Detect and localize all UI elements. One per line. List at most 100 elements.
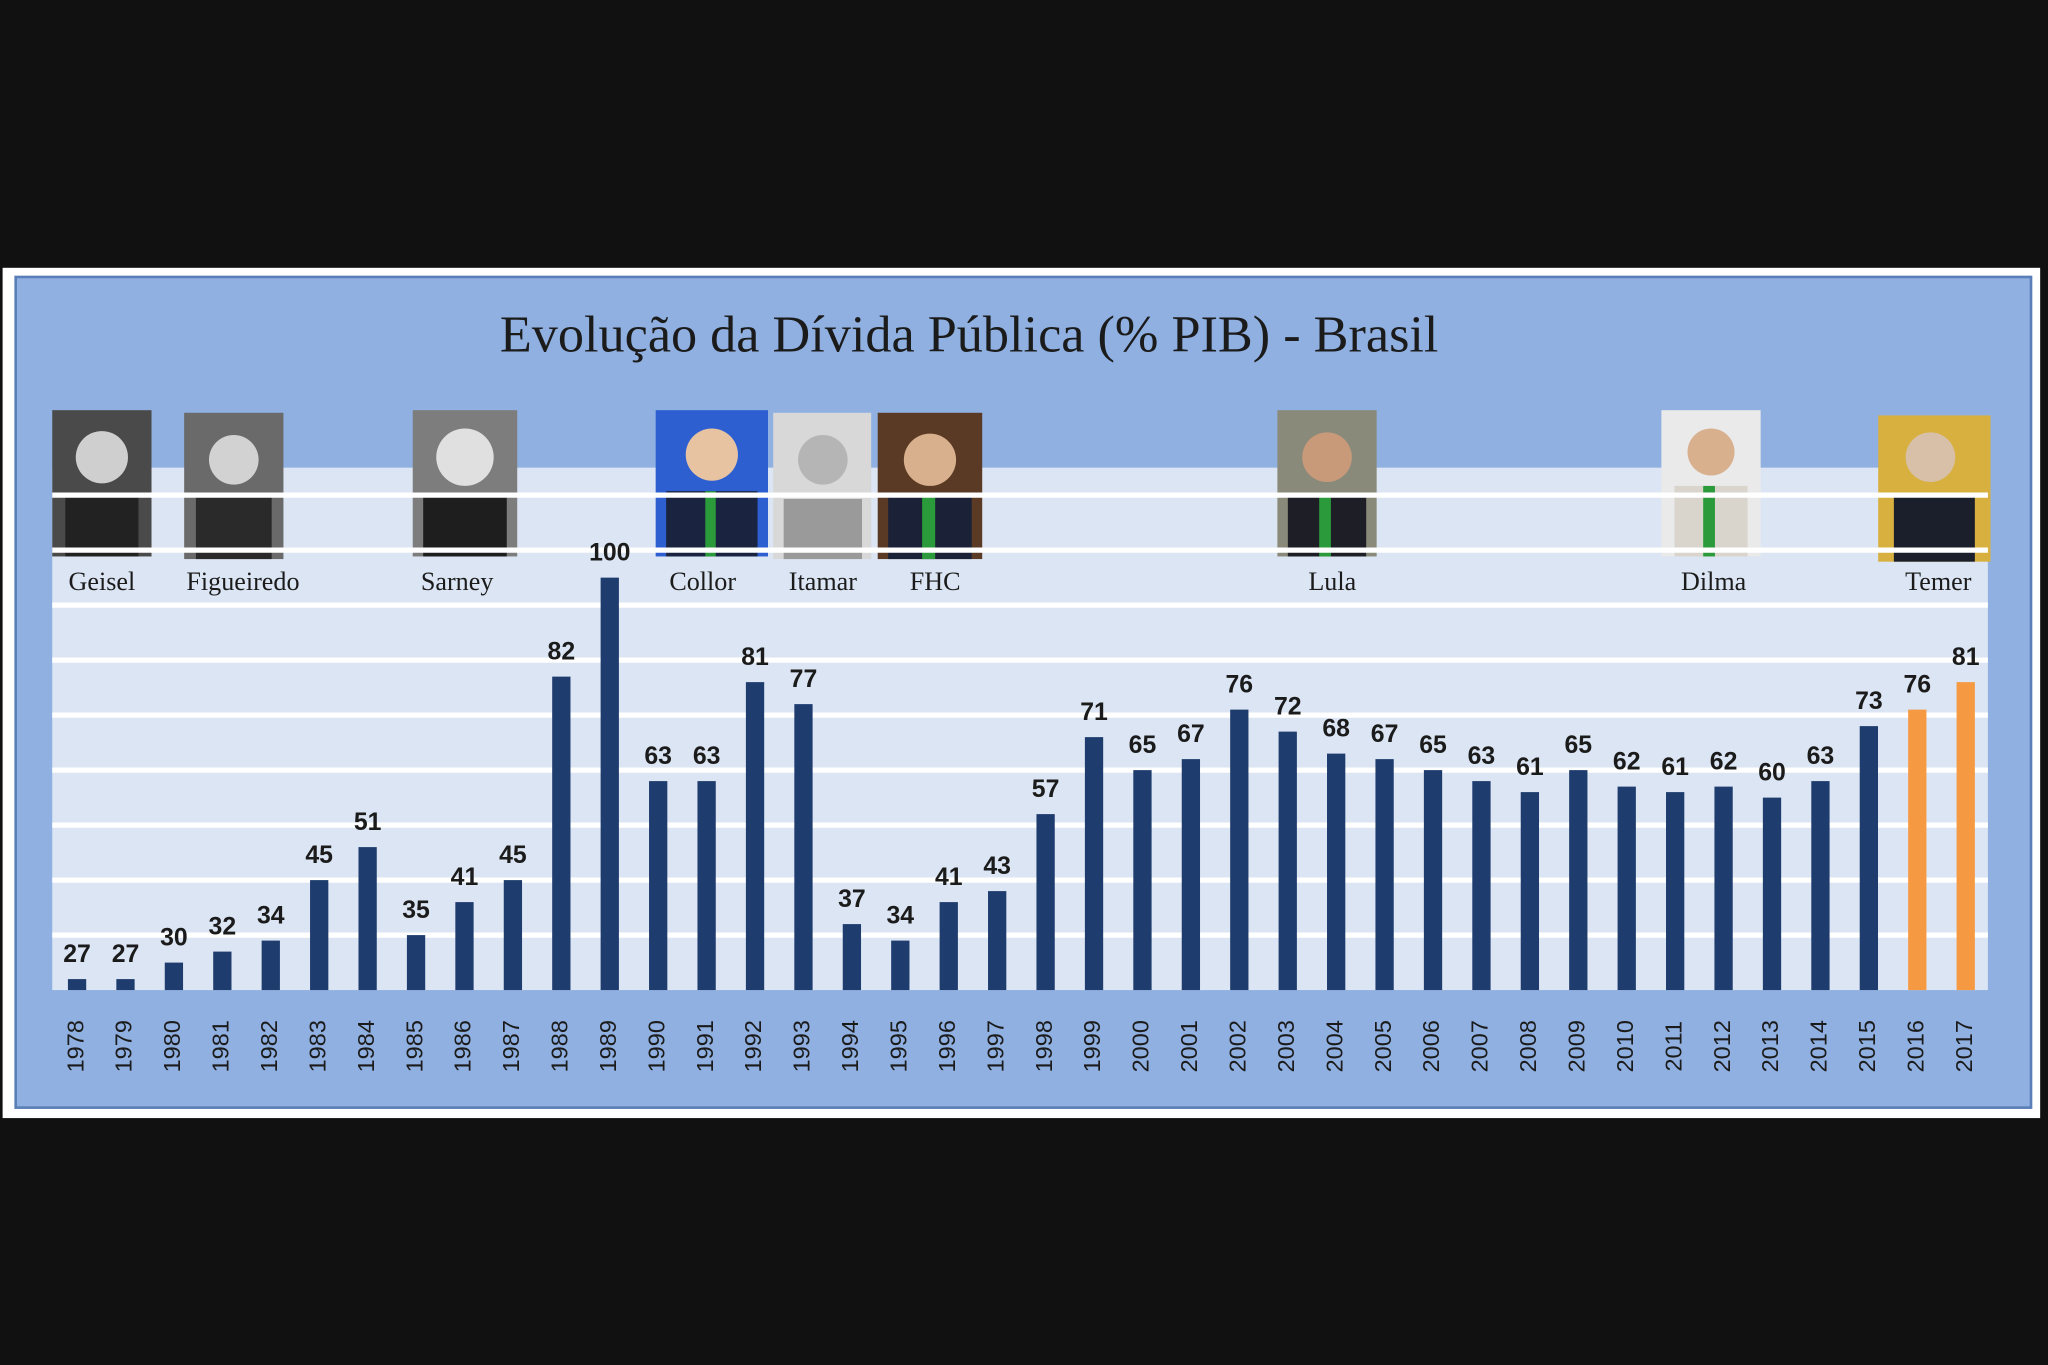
x-tick-label: 2001 — [1176, 1020, 1202, 1072]
bar — [310, 880, 329, 991]
bar — [1133, 770, 1152, 991]
bar — [1762, 797, 1782, 991]
value-label: 62 — [1710, 749, 1738, 776]
value-label: 34 — [887, 903, 915, 930]
value-label: 51 — [354, 809, 382, 836]
bar — [745, 682, 765, 991]
president-name: Geisel — [69, 567, 136, 596]
x-tick-label: 1979 — [111, 1020, 137, 1072]
x-tick-label: 2008 — [1515, 1020, 1541, 1072]
value-label: 65 — [1565, 732, 1593, 759]
x-tick-label: 1997 — [982, 1020, 1008, 1072]
x-tick-label: 1989 — [595, 1020, 621, 1072]
value-label: 61 — [1661, 754, 1689, 781]
bar — [1036, 814, 1055, 991]
president-name: Sarney — [421, 567, 494, 596]
bar — [1084, 737, 1104, 991]
value-label: 57 — [1032, 776, 1060, 803]
x-tick-label: 1992 — [740, 1020, 766, 1072]
bar — [116, 979, 135, 991]
x-tick-label: 2009 — [1564, 1020, 1590, 1072]
x-tick-label: 2002 — [1225, 1020, 1251, 1072]
value-label: 65 — [1129, 732, 1157, 759]
photos — [52, 410, 1991, 562]
x-tick-label: 2012 — [1709, 1020, 1735, 1072]
bar — [842, 924, 862, 991]
x-tick-label: 2007 — [1467, 1020, 1493, 1072]
value-label: 82 — [548, 639, 576, 666]
value-label: 100 — [589, 540, 630, 567]
annotations: Geisel Figueiredo Sarney Collor Itamar FHC Lul… — [69, 567, 1972, 596]
value-label: 67 — [1177, 721, 1205, 748]
bar — [1811, 781, 1830, 991]
value-label: 71 — [1080, 699, 1108, 726]
bar — [600, 577, 619, 991]
value-label: 35 — [402, 897, 430, 924]
value-label: 41 — [451, 864, 479, 891]
x-tick-label: 1991 — [692, 1020, 718, 1072]
bar — [697, 781, 716, 991]
x-tick-label: 1998 — [1031, 1020, 1057, 1072]
photo — [412, 410, 518, 557]
x-tick-label: 1987 — [498, 1020, 524, 1072]
president-name: Figueiredo — [186, 567, 299, 596]
x-tick-label: 1984 — [353, 1020, 379, 1072]
value-label: 77 — [790, 666, 818, 693]
value-label: 41 — [935, 864, 963, 891]
bar — [1956, 682, 1975, 991]
value-label: 27 — [112, 941, 140, 968]
president-name: Dilma — [1681, 567, 1747, 596]
x-tick-label: 1982 — [256, 1020, 282, 1072]
value-label: 81 — [1952, 644, 1980, 671]
value-label: 63 — [1807, 743, 1835, 770]
x-tick-label: 2003 — [1273, 1020, 1299, 1072]
x-tick-label: 1995 — [886, 1020, 912, 1072]
x-tick-label: 2016 — [1902, 1020, 1928, 1072]
bar — [1617, 786, 1636, 991]
x-tick-label: 2004 — [1321, 1020, 1347, 1072]
bar — [1520, 792, 1540, 991]
x-tick-label: 1999 — [1079, 1020, 1105, 1072]
value-label: 63 — [644, 743, 672, 770]
x-tick-label: 2017 — [1951, 1020, 1977, 1072]
x-tick-label: 2006 — [1418, 1020, 1444, 1072]
value-label: 45 — [305, 842, 333, 869]
x-tick-label: 1981 — [208, 1020, 234, 1072]
value-label: 62 — [1613, 749, 1641, 776]
photo — [52, 410, 152, 557]
value-label: 27 — [63, 941, 91, 968]
bar — [891, 940, 910, 991]
x-tick-label: 2014 — [1806, 1020, 1832, 1072]
bar — [1327, 753, 1346, 991]
x-tick-label: 2013 — [1757, 1020, 1783, 1072]
value-label: 68 — [1322, 716, 1350, 743]
photo — [1661, 410, 1761, 557]
bar — [1714, 786, 1733, 991]
x-tick-label: 2010 — [1612, 1020, 1638, 1072]
bar — [358, 847, 377, 991]
bar — [1908, 709, 1927, 991]
photo — [1277, 410, 1377, 557]
bar — [503, 880, 523, 991]
x-tick-label: 2000 — [1128, 1020, 1154, 1072]
value-label: 76 — [1903, 672, 1931, 699]
photo — [773, 412, 872, 560]
bar — [1423, 770, 1443, 991]
value-label: 34 — [257, 903, 285, 930]
x-tick-label: 1983 — [304, 1020, 330, 1072]
bar — [1230, 709, 1249, 991]
photo — [184, 412, 284, 560]
value-label: 81 — [741, 644, 769, 671]
x-tick-label: 1985 — [401, 1020, 427, 1072]
value-label: 45 — [499, 842, 527, 869]
x-tick-label: 1996 — [934, 1020, 960, 1072]
photo — [1878, 415, 1991, 562]
value-label: 32 — [209, 914, 237, 941]
bar — [794, 704, 813, 991]
bar — [988, 891, 1007, 991]
x-tick-label: 1978 — [62, 1020, 88, 1072]
bar — [1666, 792, 1685, 991]
bar — [1181, 759, 1201, 991]
bar — [455, 902, 474, 991]
